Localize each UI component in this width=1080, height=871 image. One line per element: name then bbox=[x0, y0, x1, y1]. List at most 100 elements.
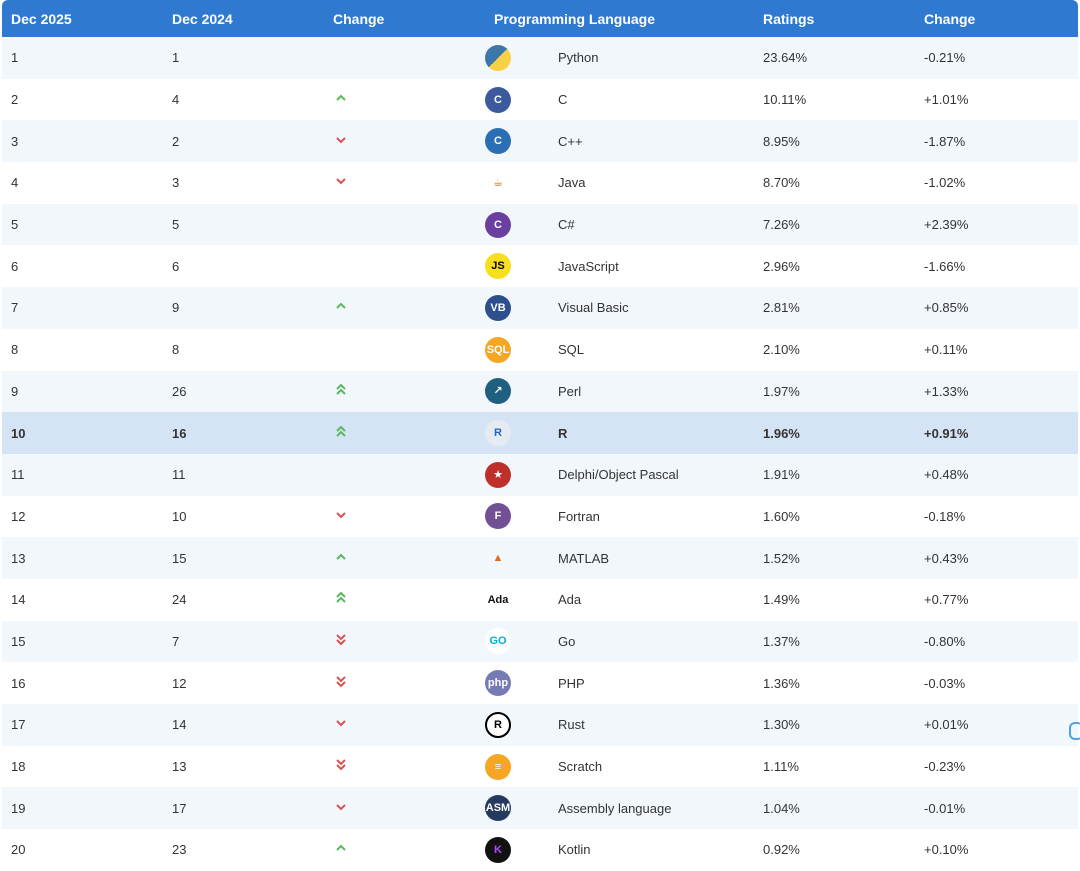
language-name[interactable]: C# bbox=[558, 217, 575, 233]
rank-previous: 9 bbox=[172, 300, 180, 316]
language-logo-cell: php bbox=[485, 662, 549, 704]
rank-previous: 12 bbox=[172, 675, 187, 691]
rating-value: 1.36% bbox=[763, 675, 800, 691]
language-logo-cell: ≡ bbox=[485, 746, 549, 788]
rating-change: -0.18% bbox=[924, 508, 966, 524]
language-name[interactable]: SQL bbox=[558, 342, 585, 358]
trend-cell bbox=[324, 829, 485, 871]
table-row: 2 4 C C 10.11% +1.01% bbox=[2, 78, 1078, 121]
go-icon: GO bbox=[485, 628, 511, 655]
language-logo-cell bbox=[485, 37, 549, 79]
trend-down-icon bbox=[336, 634, 346, 646]
language-logo-cell: ★ bbox=[485, 454, 549, 496]
language-name[interactable]: Go bbox=[558, 633, 576, 649]
language-name[interactable]: C bbox=[558, 92, 568, 108]
rank-current: 5 bbox=[11, 217, 19, 233]
rating-value: 1.52% bbox=[763, 550, 800, 566]
scroll-handle[interactable] bbox=[1069, 722, 1080, 740]
trend-cell bbox=[324, 454, 485, 496]
trend-cell bbox=[324, 79, 485, 121]
rank-previous: 3 bbox=[172, 175, 180, 191]
language-name[interactable]: Ada bbox=[558, 592, 582, 608]
header-delta[interactable]: Change bbox=[924, 10, 976, 27]
rank-current: 1 bbox=[11, 50, 19, 66]
language-name[interactable]: Scratch bbox=[558, 759, 603, 775]
rating-change: +0.77% bbox=[924, 592, 969, 608]
delphi-icon: ★ bbox=[485, 461, 511, 488]
rating-value: 0.92% bbox=[763, 842, 800, 858]
trend-up-icon bbox=[336, 553, 346, 560]
rank-current: 13 bbox=[11, 550, 26, 566]
language-name[interactable]: Java bbox=[558, 175, 586, 191]
trend-cell bbox=[324, 37, 485, 79]
scratch-icon: ≡ bbox=[485, 753, 511, 780]
trend-up-icon bbox=[336, 383, 346, 395]
rating-value: 2.10% bbox=[763, 342, 800, 358]
header-current-rank[interactable]: Dec 2025 bbox=[11, 10, 72, 27]
rank-previous: 16 bbox=[172, 425, 187, 441]
trend-cell bbox=[324, 287, 485, 329]
table-row: 15 7 GO Go 1.37% -0.80% bbox=[2, 620, 1078, 663]
language-name[interactable]: C++ bbox=[558, 133, 583, 149]
trend-cell bbox=[324, 496, 485, 538]
header-language[interactable]: Programming Language bbox=[494, 10, 656, 27]
trend-cell bbox=[324, 537, 485, 579]
rank-previous: 6 bbox=[172, 258, 180, 274]
trend-up-icon bbox=[336, 592, 346, 603]
language-name[interactable]: Kotlin bbox=[558, 842, 591, 858]
rank-current: 18 bbox=[11, 759, 26, 775]
table-row: 6 6 JS JavaScript 2.96% -1.66% bbox=[2, 245, 1078, 288]
sql-icon: SQL bbox=[485, 336, 511, 363]
table-row: 19 17 ASM Assembly language 1.04% -0.01% bbox=[2, 787, 1078, 830]
rank-current: 17 bbox=[11, 717, 26, 733]
language-name[interactable]: Python bbox=[558, 50, 599, 66]
language-logo-cell: K bbox=[485, 829, 549, 871]
r-icon: R bbox=[485, 420, 511, 447]
trend-cell bbox=[324, 746, 485, 788]
language-name[interactable]: Delphi/Object Pascal bbox=[558, 467, 679, 483]
header-ratings[interactable]: Ratings bbox=[763, 10, 815, 27]
language-logo-cell: ASM bbox=[485, 787, 549, 829]
php-icon: php bbox=[485, 670, 511, 697]
language-name[interactable]: Visual Basic bbox=[558, 300, 629, 316]
table-row: 12 10 F Fortran 1.60% -0.18% bbox=[2, 495, 1078, 538]
rank-previous: 1 bbox=[172, 50, 180, 66]
language-name[interactable]: Rust bbox=[558, 717, 585, 733]
assembly-icon: ASM bbox=[485, 795, 511, 822]
trend-cell bbox=[324, 162, 485, 204]
language-name[interactable]: Fortran bbox=[558, 508, 600, 524]
rating-change: +0.43% bbox=[924, 550, 969, 566]
rank-current: 2 bbox=[11, 92, 19, 108]
trend-cell bbox=[324, 704, 485, 746]
language-name[interactable]: PHP bbox=[558, 675, 585, 691]
rating-change: +1.33% bbox=[924, 383, 969, 399]
rating-change: -0.23% bbox=[924, 759, 966, 775]
rank-previous: 14 bbox=[172, 717, 187, 733]
rank-previous: 11 bbox=[172, 467, 186, 483]
rank-previous: 4 bbox=[172, 92, 180, 108]
language-name[interactable]: Assembly language bbox=[558, 800, 672, 816]
trend-cell bbox=[324, 329, 485, 371]
rating-change: +0.01% bbox=[924, 717, 969, 733]
language-logo-cell: ↗ bbox=[485, 371, 549, 413]
rank-current: 8 bbox=[11, 342, 19, 358]
javascript-icon: JS bbox=[485, 253, 511, 280]
header-change[interactable]: Change bbox=[333, 10, 385, 27]
rank-current: 12 bbox=[11, 508, 26, 524]
rating-change: +0.11% bbox=[924, 342, 968, 358]
rank-previous: 17 bbox=[172, 800, 187, 816]
language-name[interactable]: JavaScript bbox=[558, 258, 619, 274]
python-icon bbox=[485, 44, 511, 71]
trend-down-icon bbox=[336, 178, 346, 185]
header-previous-rank[interactable]: Dec 2024 bbox=[172, 10, 233, 27]
rank-current: 6 bbox=[11, 258, 19, 274]
language-name[interactable]: R bbox=[558, 425, 568, 441]
rating-change: -0.01% bbox=[924, 800, 966, 816]
rating-value: 1.11% bbox=[763, 759, 799, 775]
table-header-row: Dec 2025 Dec 2024 Change Programming Lan… bbox=[2, 0, 1078, 37]
trend-cell bbox=[324, 787, 485, 829]
rating-change: -1.02% bbox=[924, 175, 966, 191]
language-name[interactable]: Perl bbox=[558, 383, 582, 399]
language-name[interactable]: MATLAB bbox=[558, 550, 610, 566]
rank-current: 11 bbox=[11, 467, 25, 483]
